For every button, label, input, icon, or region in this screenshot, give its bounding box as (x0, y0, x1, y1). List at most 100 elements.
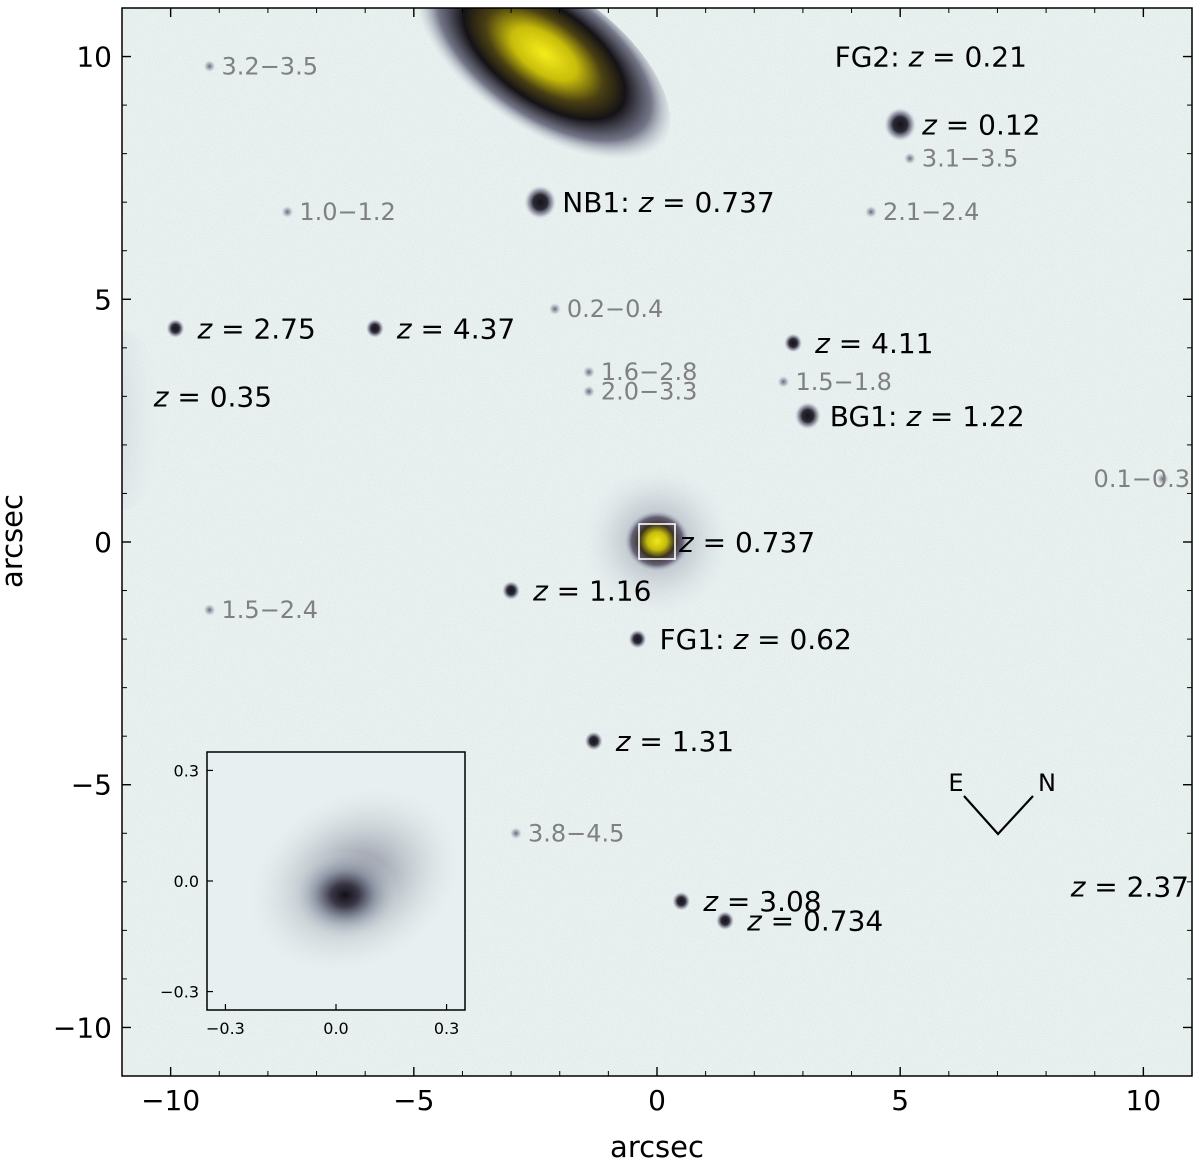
z-symbol: z (678, 526, 695, 559)
source-blob (166, 318, 185, 338)
equals-sign: = (548, 575, 589, 608)
redshift-label: FG1: z = 0.62 (660, 623, 852, 656)
equals-sign: = (748, 623, 789, 656)
x-axis-label: arcsec (610, 1130, 704, 1164)
z-symbol: z (615, 725, 632, 758)
equals-sign: = (718, 885, 759, 918)
z-symbol: z (905, 400, 922, 433)
faint-source (903, 152, 916, 165)
redshift-value: 0.734 (803, 905, 883, 938)
source-blob (794, 402, 821, 430)
source-name: NB1: (562, 186, 638, 219)
equals-sign: = (630, 725, 671, 758)
equals-sign: = (412, 312, 453, 345)
x-tick-label: 5 (891, 1084, 909, 1117)
redshift-value: 0.21 (965, 41, 1027, 74)
redshift-value: 2.75 (253, 312, 315, 345)
photoz-label: 2.0−3.3 (601, 378, 697, 406)
inset-core (290, 850, 400, 940)
redshift-value: 0.62 (789, 623, 851, 656)
photoz-label: 0.1−0.3 (1094, 465, 1190, 493)
redshift-value: 2.37 (1127, 871, 1189, 904)
inset-y-tick-label: −0.3 (160, 983, 199, 1002)
equals-sign: = (762, 905, 803, 938)
bright-galaxy-top (409, 8, 671, 166)
source-blob (584, 731, 603, 751)
inset-x-tick-label: 0.3 (434, 1019, 459, 1038)
photoz-label: 0.2−0.4 (567, 295, 663, 323)
z-symbol: z (396, 312, 413, 345)
redshift-label: z = 1.16 (532, 575, 651, 608)
redshift-label: z = 0.737 (678, 526, 815, 559)
x-tick-label: −10 (141, 1084, 200, 1117)
redshift-value: 0.12 (978, 109, 1040, 142)
z-symbol: z (746, 905, 763, 938)
source-name: BG1: (830, 400, 907, 433)
x-tick-label: 10 (1126, 1084, 1162, 1117)
compass-east-label: E (948, 769, 963, 797)
redshift-label: z = 2.37 (1070, 871, 1189, 904)
source-blob (784, 333, 803, 353)
redshift-label: BG1: z = 1.22 (830, 400, 1025, 433)
equals-sign: = (830, 327, 871, 360)
inset-x-tick-label: 0.0 (323, 1019, 348, 1038)
source-blob (524, 185, 557, 219)
redshift-value: 1.22 (962, 400, 1024, 433)
x-tick-label: 0 (648, 1084, 666, 1117)
redshift-label: NB1: z = 0.737 (562, 186, 774, 219)
z-symbol: z (638, 186, 655, 219)
equals-sign: = (1085, 871, 1126, 904)
inset-y-tick-label: 0.0 (174, 872, 199, 891)
compass: E N (948, 769, 1056, 836)
faint-source (509, 827, 522, 840)
z-symbol: z (1070, 871, 1087, 904)
target-galaxy (625, 511, 689, 571)
z-symbol: z (921, 109, 938, 142)
z-symbol: z (814, 327, 831, 360)
redshift-value: 4.37 (453, 312, 515, 345)
y-tick-label: −10 (53, 1011, 112, 1044)
redshift-value: 1.31 (672, 725, 734, 758)
redshift-value: 0.35 (210, 380, 272, 413)
photoz-label: 1.6−2.8 (601, 358, 697, 386)
redshift-value: 0.737 (695, 186, 775, 219)
redshift-label: z = 0.12 (921, 109, 1040, 142)
photoz-label: 1.5−1.8 (795, 368, 891, 396)
x-tick-label: −5 (393, 1084, 434, 1117)
target-box (638, 523, 676, 560)
z-symbol: z (197, 312, 214, 345)
equals-sign: = (923, 41, 964, 74)
faint-source (865, 205, 877, 218)
photoz-label: 1.5−2.4 (222, 596, 318, 624)
redshift-label: FG2: z = 0.21 (835, 41, 1027, 74)
compass-arrows (963, 795, 1034, 836)
photoz-label: 2.1−2.4 (883, 198, 979, 226)
faint-source (203, 60, 216, 73)
faint-source (1156, 472, 1169, 485)
equals-sign: = (921, 400, 962, 433)
z-symbol: z (532, 575, 549, 608)
faint-source (777, 375, 790, 388)
inset-panel: −0.3 −0.3 0.0 0.0 0.3 0.3 (160, 751, 466, 1038)
faint-source (281, 205, 294, 218)
redshift-value: 3.08 (759, 885, 821, 918)
faint-source (548, 302, 561, 315)
photoz-label: 3.1−3.5 (922, 144, 1018, 172)
y-tick-label: −5 (71, 769, 112, 802)
faint-source (203, 603, 216, 616)
faint-source (582, 366, 595, 379)
source-blob (672, 891, 691, 911)
z-symbol: z (153, 380, 170, 413)
photoz-label: 3.2−3.5 (222, 52, 318, 80)
inset-y-tick-label: 0.3 (174, 761, 199, 780)
redshift-label: z = 4.11 (814, 327, 933, 360)
equals-sign: = (694, 526, 735, 559)
redshift-label: z = 0.35 (153, 380, 272, 413)
source-blob (365, 318, 384, 338)
faint-source (582, 385, 595, 398)
main-ticks: −10 −5 0 5 10 10 5 0 −5 −10 (53, 8, 1193, 1117)
inset-x-tick-label: −0.3 (206, 1019, 245, 1038)
inset-ticks: −0.3 −0.3 0.0 0.0 0.3 0.3 (160, 761, 459, 1038)
